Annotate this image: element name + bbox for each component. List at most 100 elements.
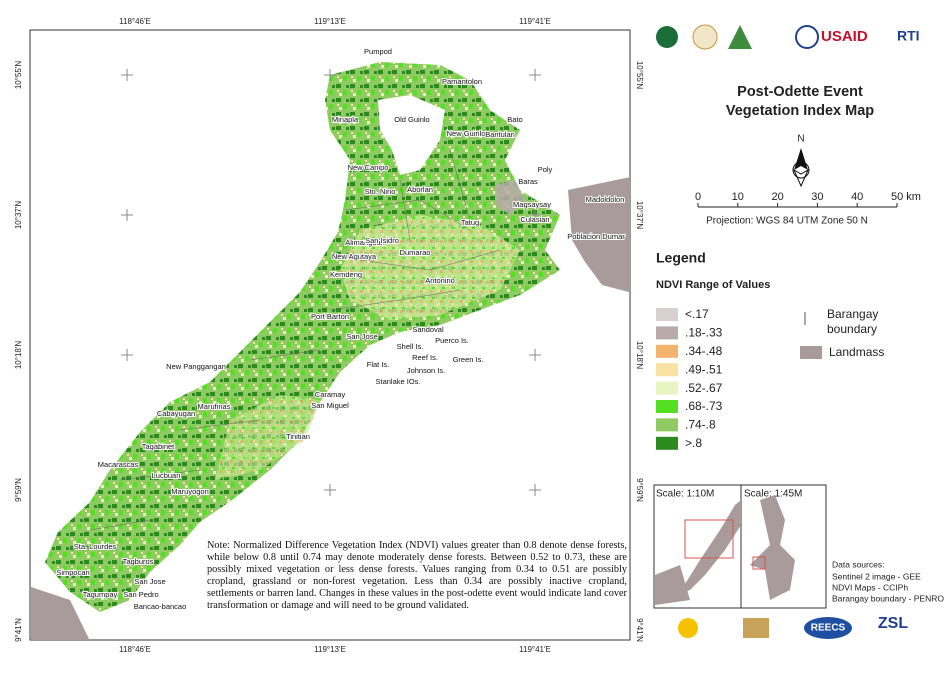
place-label: Macarascas <box>98 460 139 469</box>
legend-barangay: Barangay boundary <box>827 307 878 336</box>
latitude-label: 9°41'N <box>635 618 644 642</box>
place-label: Caramay <box>315 390 346 399</box>
logos-bottom: REECS ZSL <box>678 615 908 639</box>
logo <box>728 25 752 49</box>
scale-tick-label: 30 <box>811 191 823 203</box>
latitude-label: 10°55'N <box>635 61 644 90</box>
title-line: Post-Odette Event <box>737 84 863 100</box>
place-label: Minapla <box>332 115 359 124</box>
latitude-label: 9°41'N <box>14 618 23 642</box>
settlement <box>495 180 525 215</box>
place-label: San Miguel <box>311 401 349 410</box>
scale-tick-label: 0 <box>695 191 701 203</box>
place-label: Sta. Lourdes <box>74 542 117 551</box>
place-label: Johnson Is. <box>407 366 445 375</box>
longitude-label: 119°41'E <box>519 645 551 654</box>
longitude-label: 118°46'E <box>119 645 151 654</box>
legend-title: Legend <box>656 250 706 266</box>
place-label: Reef Is. <box>412 353 438 362</box>
legend-landmass-swatch <box>800 346 822 359</box>
legend-swatch <box>656 326 678 340</box>
place-label: Pumpod <box>364 47 392 56</box>
place-label: Poblacion Dumar <box>567 232 625 241</box>
place-label: Alimanguan <box>345 238 385 247</box>
place-label: Marufinas <box>198 402 231 411</box>
legend-swatch <box>656 436 678 450</box>
legend-label: <.17 <box>685 307 709 321</box>
place-label: New Agutaya <box>332 252 377 261</box>
landmass <box>31 587 90 640</box>
place-label: New Guinlo <box>447 129 486 138</box>
longitude-label: 119°13'E <box>314 17 346 26</box>
latitude-label: 9°59'N <box>14 478 23 502</box>
legend-label: .34-.48 <box>685 344 723 358</box>
scale-tick-label: 20 <box>771 191 783 203</box>
bay <box>378 95 445 175</box>
scale-bar: 0 10 20 30 40 50 km <box>695 191 921 208</box>
place-label: Poly <box>538 165 553 174</box>
landmass <box>568 177 630 293</box>
latitude-label: 9°59'N <box>635 478 644 502</box>
latitude-label: 10°37'N <box>14 201 23 230</box>
place-label: Port Barton <box>311 312 349 321</box>
graticule-crosses <box>121 69 541 496</box>
longitude-label: 118°46'E <box>119 17 151 26</box>
place-label: New Canipo <box>348 163 389 172</box>
mixed-vegetation <box>340 215 520 320</box>
title-line: Vegetation Index Map <box>726 103 874 119</box>
projection: Projection: WGS 84 UTM Zone 50 N <box>706 216 868 227</box>
place-label: Tatug <box>461 218 479 227</box>
logo <box>692 24 718 50</box>
place-label: Baras <box>518 177 538 186</box>
place-label: Antonino <box>425 276 455 285</box>
place-label: Shell Is. <box>397 342 424 351</box>
place-label: San Isidro <box>365 236 399 245</box>
logo-text: ZSL <box>878 615 908 632</box>
legend-subtitle: NDVI Range of Values <box>656 279 770 291</box>
map-body <box>31 62 630 640</box>
place-label: Madoldolon <box>586 195 625 204</box>
graticule-labels: 118°46'E 118°46'E 119°13'E 119°13'E 119°41'E… <box>14 17 644 654</box>
legend-label: .52-.67 <box>685 381 723 395</box>
place-labels: Pumpod Pamantolon Minapla Old Guinlo New Gui… <box>55 46 626 612</box>
logo <box>795 25 819 49</box>
logo-text: RTI <box>897 28 920 44</box>
note: Note: Normalized Difference Vegetation I… <box>207 540 627 611</box>
place-label: Flat Is. <box>367 360 390 369</box>
logo <box>678 618 698 638</box>
palawan <box>45 62 560 612</box>
place-label: Bato <box>507 115 522 124</box>
place-label: Bantulan <box>485 130 515 139</box>
place-label: San Pedro <box>123 590 158 599</box>
legend-label: >.8 <box>685 436 702 450</box>
place-label: Sto. Nino <box>365 187 396 196</box>
place-label: Tinitian <box>286 432 310 441</box>
legend-swatch <box>656 363 678 377</box>
place-label: Maruyogon <box>171 487 209 496</box>
insets: Scale: 1:10M Scale: 1:45M <box>653 484 827 609</box>
barangay-boundaries <box>89 149 501 531</box>
longitude-label: 119°13'E <box>314 645 346 654</box>
place-label: Old Guinlo <box>394 115 429 124</box>
place-label: Sandoval <box>412 325 444 334</box>
scale-tick-label: 40 <box>851 191 863 203</box>
latitude-label: 10°18'N <box>14 341 23 370</box>
place-label: Dumarao <box>400 248 431 257</box>
place-label: Green Is. <box>453 355 484 364</box>
place-label: Stanlake IOs. <box>375 377 420 386</box>
place-label: San Jose <box>134 577 165 586</box>
place-label: San Jose <box>346 332 377 341</box>
latitude-label: 10°37'N <box>635 201 644 230</box>
mixed-vegetation <box>215 395 320 480</box>
place-label: Tagburos <box>123 557 154 566</box>
legend-label: .68-.73 <box>685 399 723 413</box>
data-source: Barangay boundary - PENRO <box>832 593 944 603</box>
logo <box>743 618 769 638</box>
longitude-label: 119°41'E <box>519 17 551 26</box>
legend: <.17 .18-.33 .34-.48 .49-.51 .52-.67 .68-.73.… <box>656 307 723 450</box>
legend-landmass: Landmass <box>829 345 884 359</box>
place-label: New Panggangan <box>166 362 226 371</box>
place-label: Kemdeng <box>330 270 362 279</box>
